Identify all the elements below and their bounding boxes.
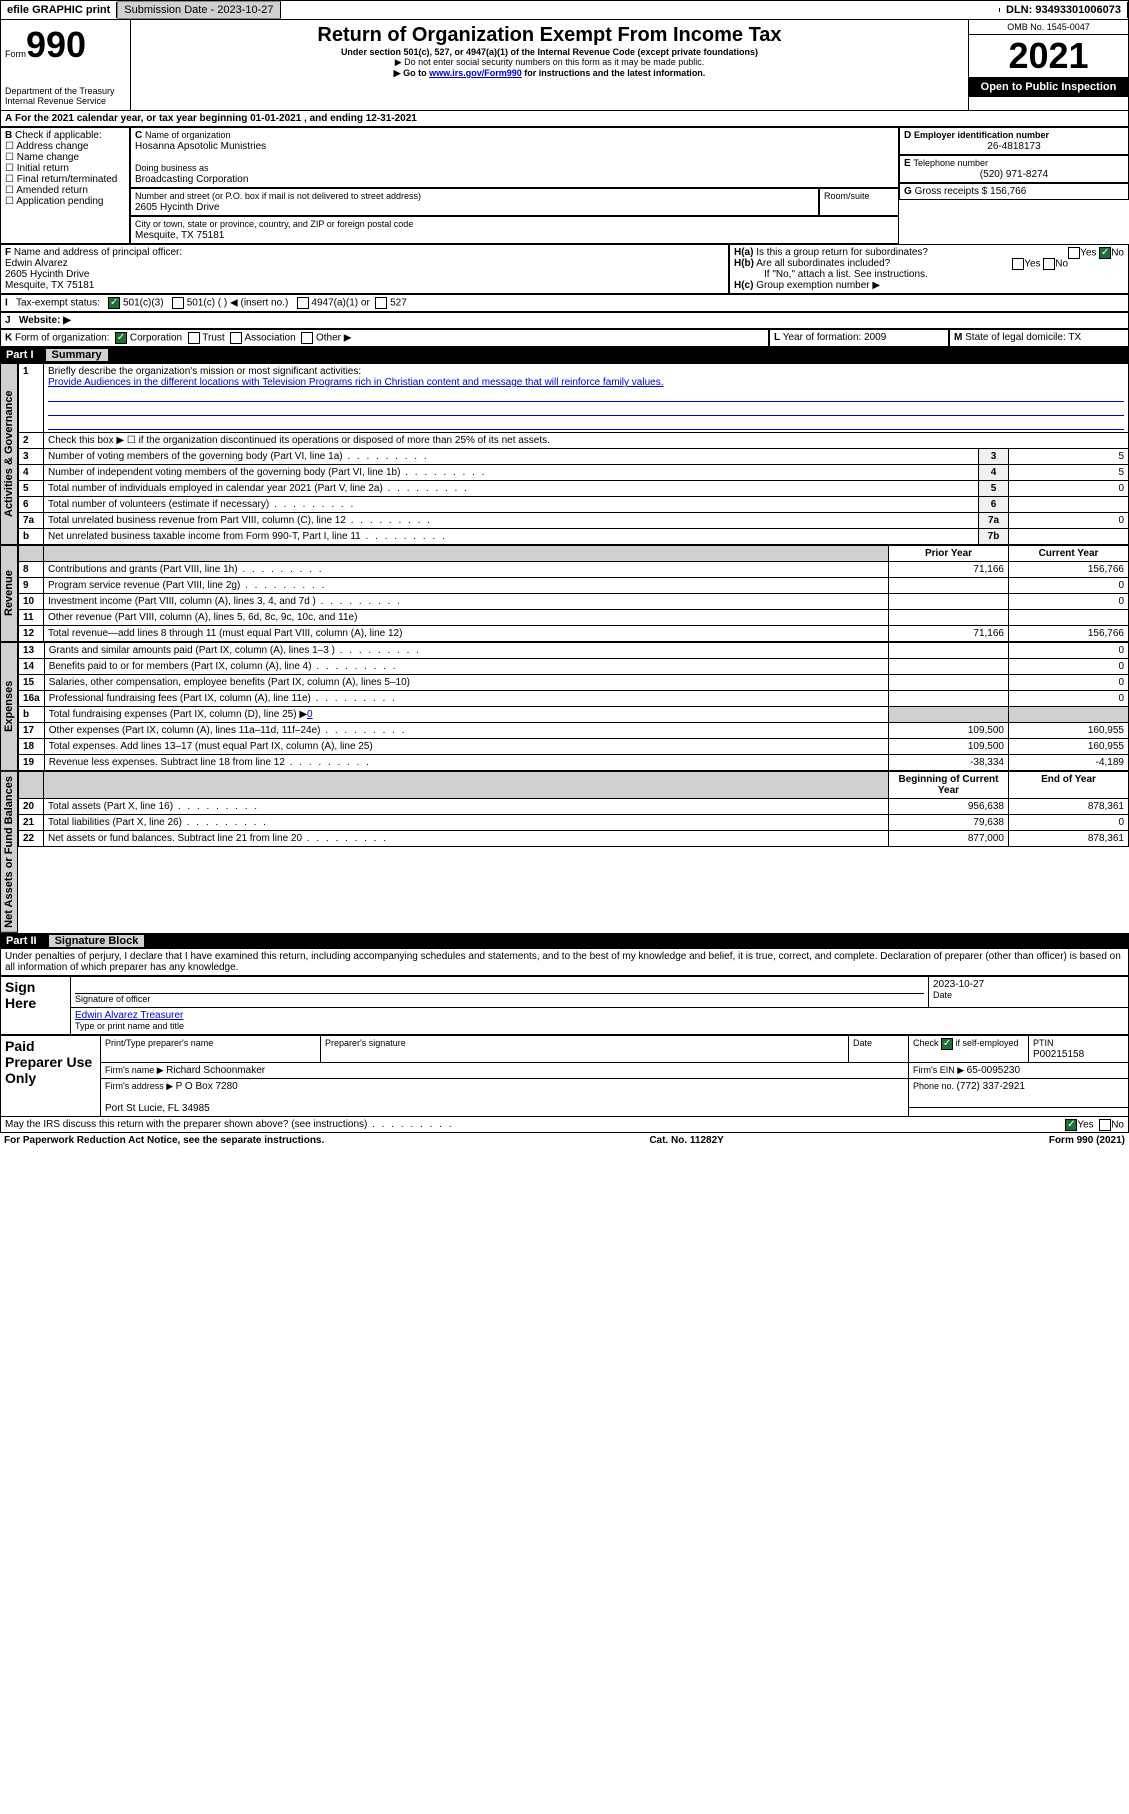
dept-label: Department of the Treasury Internal Reve… [5,86,126,106]
expenses-table: 13Grants and similar amounts paid (Part … [18,642,1129,771]
form-header: Form990 Department of the Treasury Inter… [0,20,1129,111]
discuss-no[interactable] [1099,1119,1111,1131]
netassets-table: Beginning of Current YearEnd of Year 20T… [18,771,1129,847]
sidebar-activities: Activities & Governance [0,363,18,545]
governance-table: 1 Briefly describe the organization's mi… [18,363,1129,545]
section-c-street: Number and street (or P.O. box if mail i… [130,188,819,216]
sign-here-block: Sign Here Signature of officer 2023-10-2… [0,976,1129,1035]
irs-link[interactable]: www.irs.gov/Form990 [429,68,522,78]
page-footer: For Paperwork Reduction Act Notice, see … [0,1133,1129,1148]
checkbox-name[interactable]: ☐ [5,152,17,163]
section-l: L Year of formation: 2009 [769,329,949,347]
paid-preparer-label: Paid Preparer Use Only [1,1035,101,1116]
checkbox-amended[interactable]: ☐ [5,185,16,196]
efile-label: efile GRAPHIC print [1,2,117,18]
part1-header: Part I Summary [0,347,1129,363]
section-c-name: C Name of organization Hosanna Apsotolic… [130,127,899,188]
section-i: I Tax-exempt status: ✓ 501(c)(3) 501(c) … [0,294,1129,312]
form-title: Return of Organization Exempt From Incom… [135,24,964,47]
hb-no[interactable] [1043,258,1055,270]
k-trust[interactable] [188,332,200,344]
tax-year-line: A For the 2021 calendar year, or tax yea… [0,111,1129,127]
checkbox-initial[interactable]: ☐ [5,163,17,174]
section-d: D Employer identification number 26-4818… [899,127,1129,155]
year-box: OMB No. 1545-0047 2021 Open to Public In… [968,20,1128,110]
sidebar-revenue: Revenue [0,545,18,642]
section-f: F Name and address of principal officer:… [0,244,729,294]
dln: DLN: 93493301006073 [1000,2,1128,18]
revenue-table: Prior YearCurrent Year 8Contributions an… [18,545,1129,642]
k-assoc[interactable] [230,332,242,344]
self-employed-check[interactable]: ✓ [941,1038,953,1050]
form-number-box: Form990 Department of the Treasury Inter… [1,20,131,110]
checkbox-final[interactable]: ☐ [5,174,17,185]
room-suite: Room/suite [819,188,899,216]
sidebar-netassets: Net Assets or Fund Balances [0,771,18,933]
fh-block: F Name and address of principal officer:… [0,244,1129,294]
k-corp[interactable]: ✓ [115,332,127,344]
i-4947[interactable] [297,297,309,309]
part2-header: Part II Signature Block [0,933,1129,949]
checkbox-addr[interactable]: ☐ [5,141,16,152]
ein: 26-4818173 [904,141,1124,152]
k-other[interactable] [301,332,313,344]
sidebar-expenses: Expenses [0,642,18,771]
declaration: Under penalties of perjury, I declare th… [0,949,1129,976]
sign-date: 2023-10-27 [933,979,984,990]
section-e: E Telephone number (520) 971-8274 [899,155,1129,183]
section-c-city: City or town, state or province, country… [130,216,899,244]
paid-preparer-block: Paid Preparer Use Only Print/Type prepar… [0,1035,1129,1117]
discuss-line: May the IRS discuss this return with the… [0,1117,1129,1133]
hb-yes[interactable] [1012,258,1024,270]
top-bar: efile GRAPHIC print Submission Date - 20… [0,0,1129,20]
i-501c3[interactable]: ✓ [108,297,120,309]
mission-text: Provide Audiences in the different locat… [48,377,664,388]
discuss-yes[interactable]: ✓ [1065,1119,1077,1131]
officer-name: Edwin Alvarez Treasurer [75,1010,183,1021]
section-j: J Website: ▶ [0,312,1129,329]
phone: (520) 971-8274 [904,169,1124,180]
ha-yes[interactable] [1068,247,1080,259]
org-name: Hosanna Apsotolic Munistries [135,141,266,152]
section-m: M State of legal domicile: TX [949,329,1129,347]
entity-block: B Check if applicable: ☐ Address change … [0,127,1129,244]
dba: Broadcasting Corporation [135,174,248,185]
i-501c[interactable] [172,297,184,309]
ha-no[interactable]: ✓ [1099,247,1111,259]
sign-here-label: Sign Here [1,976,71,1034]
form-title-box: Return of Organization Exempt From Incom… [131,20,968,110]
section-h: H(a) Is this a group return for subordin… [729,244,1129,294]
i-527[interactable] [375,297,387,309]
submission-date-button[interactable]: Submission Date - 2023-10-27 [117,1,280,19]
section-k: K Form of organization: ✓ Corporation Tr… [0,329,769,347]
section-g: G Gross receipts $ 156,766 [899,183,1129,200]
checkbox-pending[interactable]: ☐ [5,196,16,207]
gross-receipts: 156,766 [990,186,1026,197]
section-b: B Check if applicable: ☐ Address change … [0,127,130,244]
